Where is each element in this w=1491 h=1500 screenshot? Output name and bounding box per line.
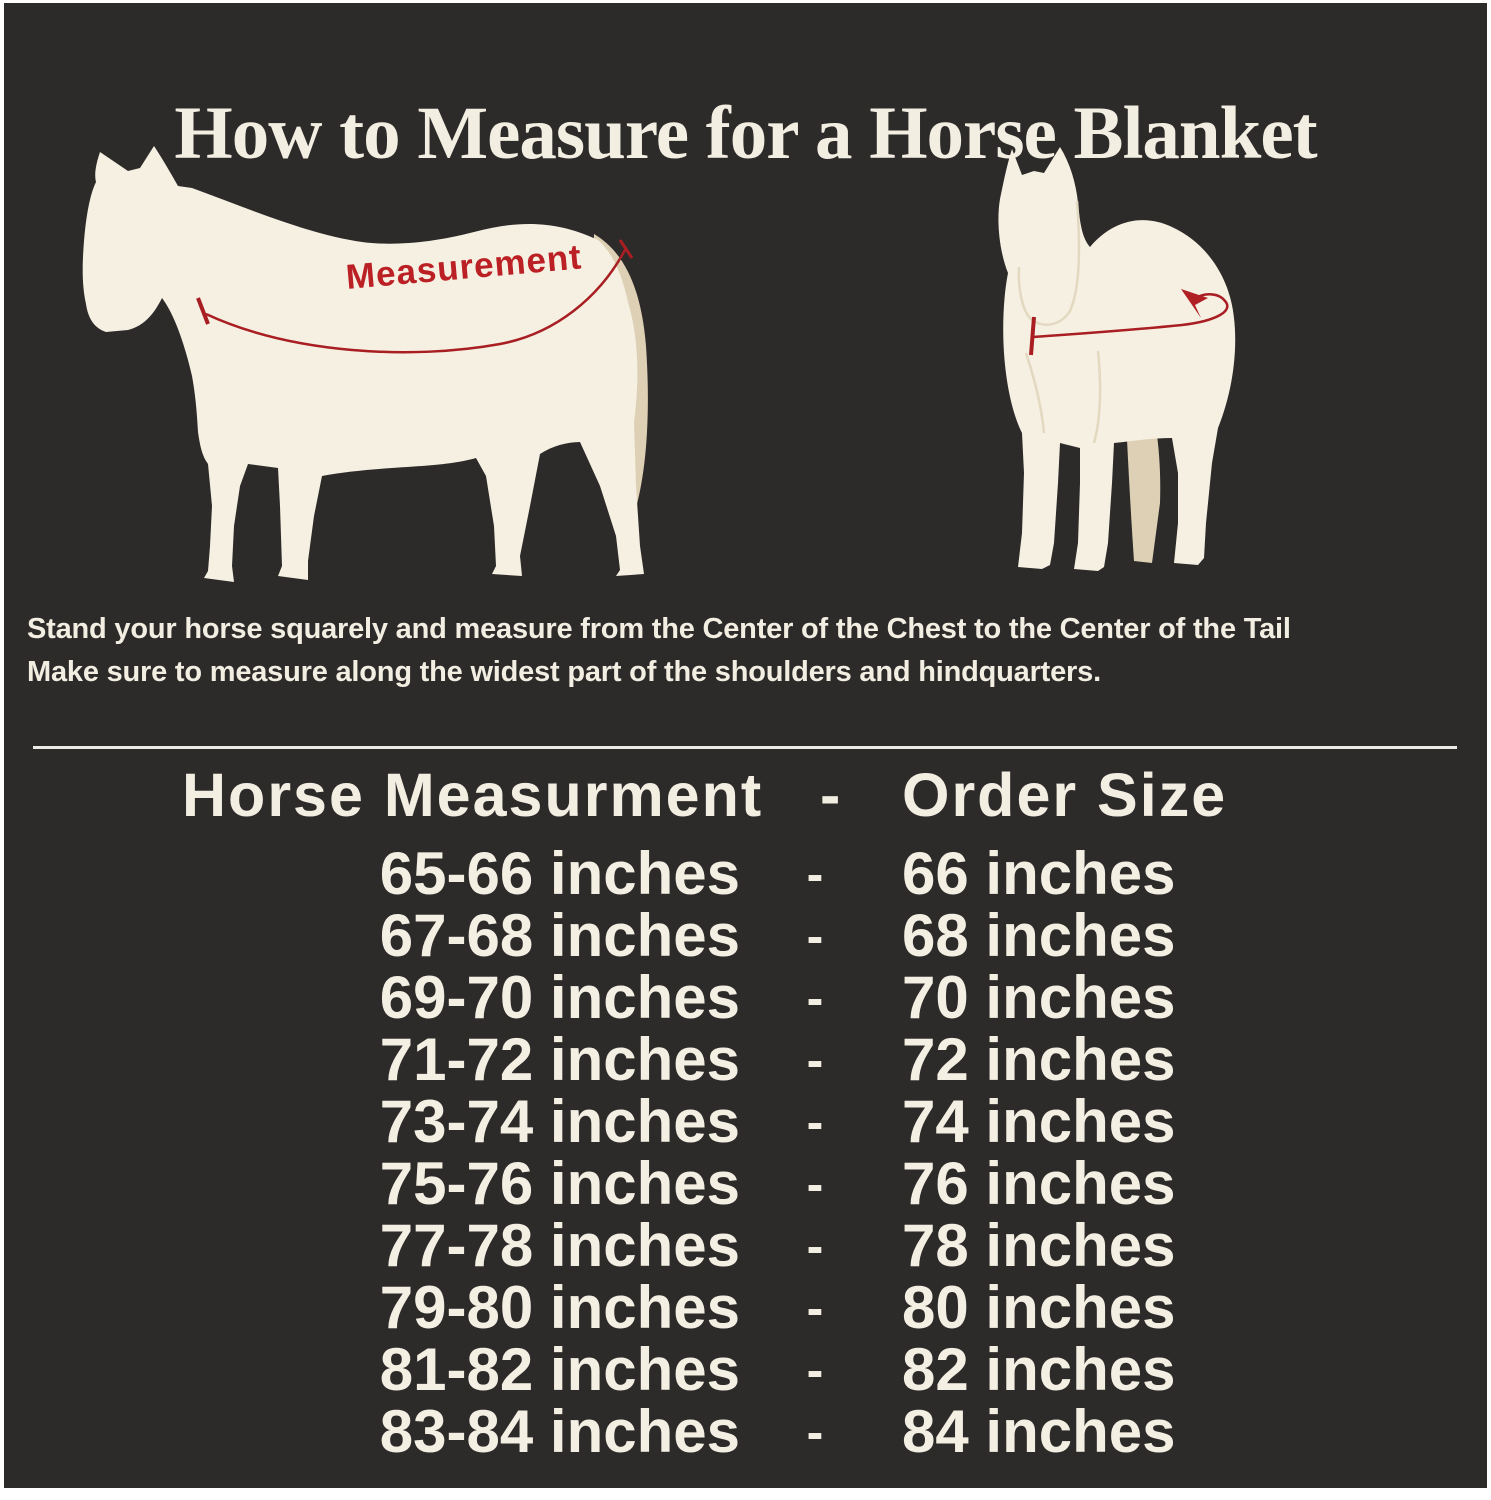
measurement-line-tick-tail [618,239,634,259]
separator-dash: - [806,1217,824,1274]
measurement-line [205,247,628,354]
order-size-value: 80 inches [902,1274,1176,1341]
horse-shoulder-detail [1024,352,1046,434]
table-row: 67-68 inches - 68 inches [140,901,1370,969]
measurement-value: 73-74 inches [379,1088,740,1155]
wrap-line-tick [1029,316,1036,356]
horse-chest-detail [1092,350,1102,444]
separator-dash: - [806,907,824,964]
measurement-value: 83-84 inches [379,1398,740,1465]
table-row: 79-80 inches - 80 inches [140,1273,1370,1341]
separator-dash: - [806,845,824,902]
measurement-value: 67-68 inches [379,902,740,969]
horse-front-view-icon [998,147,1236,571]
instructions-line-2: Make sure to measure along the widest pa… [27,656,1101,688]
measurement-value: 75-76 inches [379,1150,740,1217]
separator-dash: - [806,969,824,1026]
order-size-value: 72 inches [902,1026,1176,1093]
order-size-value: 70 inches [902,964,1176,1031]
page-title: How to Measure for a Horse Blanket [174,92,1317,176]
separator-dash: - [806,1341,824,1398]
size-table: Horse Measurment - Order Size 65-66 inch… [140,760,1370,1465]
horse-body-silhouette [998,147,1236,571]
horse-head-detail [1017,200,1081,326]
header-separator-dash: - [820,761,843,829]
order-size-value: 78 inches [902,1212,1176,1279]
table-row: 75-76 inches - 76 inches [140,1149,1370,1217]
order-size-value: 76 inches [902,1150,1176,1217]
order-size-value: 84 inches [902,1398,1176,1465]
wrap-measurement-line [1032,293,1229,339]
horse-body-silhouette [82,146,645,582]
order-size-value: 68 inches [902,902,1176,969]
table-row: 65-66 inches - 66 inches [140,839,1370,907]
table-row: 71-72 inches - 72 inches [140,1025,1370,1093]
header-order-size: Order Size [902,761,1228,829]
table-row: 83-84 inches - 84 inches [140,1397,1370,1465]
divider-line [33,746,1457,749]
instructions-line-1: Stand your horse squarely and measure fr… [27,613,1291,645]
table-row: 73-74 inches - 74 inches [140,1087,1370,1155]
measurement-value: 79-80 inches [379,1274,740,1341]
instructions-text: Stand your horse squarely and measure fr… [27,608,1291,694]
separator-dash: - [806,1403,824,1460]
separator-dash: - [806,1031,824,1088]
separator-dash: - [806,1155,824,1212]
table-row: 77-78 inches - 78 inches [140,1211,1370,1279]
measurement-value: 71-72 inches [379,1026,740,1093]
measurement-value: 77-78 inches [379,1212,740,1279]
table-row: 81-82 inches - 82 inches [140,1335,1370,1403]
horse-side-view-icon [82,146,648,582]
measurement-value: 81-82 inches [379,1336,740,1403]
measurement-value: 65-66 inches [379,840,740,907]
order-size-value: 82 inches [902,1336,1176,1403]
measurement-value: 69-70 inches [379,964,740,1031]
header-horse-measurement: Horse Measurment [182,761,764,829]
table-row: 69-70 inches - 70 inches [140,963,1370,1031]
size-table-header: Horse Measurment - Order Size [140,760,1370,830]
measurement-line-tick-chest [196,297,210,325]
order-size-value: 66 inches [902,840,1176,907]
size-table-body: 65-66 inches - 66 inches 67-68 inches - … [140,839,1370,1465]
wrap-arrow-head [1181,289,1208,318]
separator-dash: - [806,1093,824,1150]
order-size-value: 74 inches [902,1088,1176,1155]
separator-dash: - [806,1279,824,1336]
